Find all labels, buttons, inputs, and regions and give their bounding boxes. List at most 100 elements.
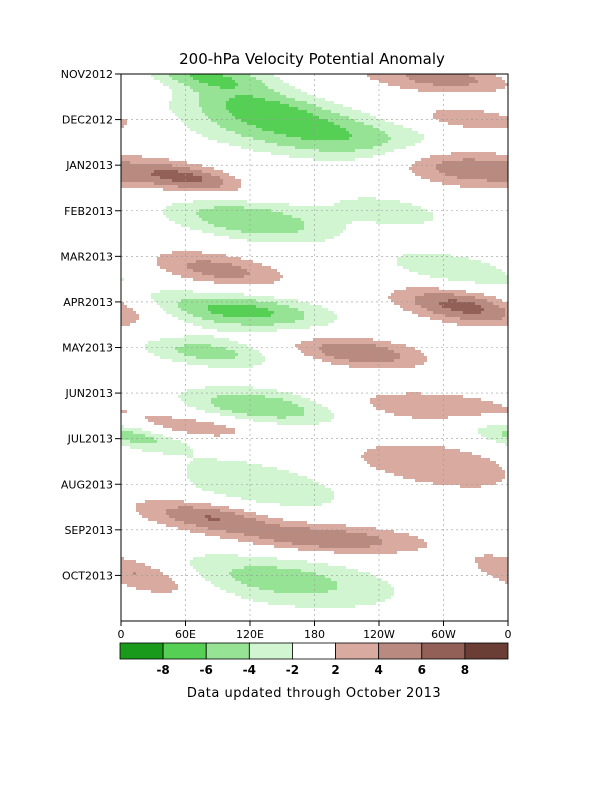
field-cell bbox=[334, 356, 400, 359]
field-cell bbox=[403, 308, 427, 311]
field-cell bbox=[493, 302, 508, 305]
field-cell bbox=[160, 290, 193, 293]
field-cell bbox=[166, 524, 196, 527]
field-cell bbox=[274, 323, 328, 326]
field-cell bbox=[415, 302, 439, 305]
field-cell bbox=[214, 206, 244, 209]
field-cell bbox=[220, 185, 241, 188]
field-cell bbox=[208, 83, 238, 86]
field-cell bbox=[286, 95, 316, 98]
field-cell bbox=[214, 584, 247, 587]
field-cell bbox=[379, 80, 415, 83]
colorbar-swatch bbox=[292, 642, 336, 660]
field-cell bbox=[421, 305, 442, 308]
field-cell bbox=[202, 272, 250, 275]
field-cell bbox=[307, 101, 334, 104]
field-cell bbox=[442, 182, 508, 185]
field-cell bbox=[331, 362, 424, 365]
field-cell bbox=[226, 104, 289, 107]
field-cell bbox=[256, 500, 331, 503]
field-cell bbox=[220, 587, 259, 590]
field-cell bbox=[322, 350, 394, 353]
field-cell bbox=[391, 137, 424, 140]
field-cell bbox=[235, 80, 262, 83]
field-cell bbox=[265, 140, 388, 143]
field-cell bbox=[121, 122, 127, 125]
field-cell bbox=[433, 482, 496, 485]
field-cell bbox=[151, 590, 172, 593]
field-cell bbox=[145, 344, 184, 347]
field-cell bbox=[295, 605, 355, 608]
field-cell bbox=[178, 170, 202, 173]
field-cell bbox=[442, 161, 508, 164]
field-cell bbox=[370, 401, 493, 404]
field-cell bbox=[142, 449, 193, 452]
field-cell bbox=[247, 413, 304, 416]
field-cell bbox=[172, 251, 202, 254]
field-cell bbox=[463, 158, 475, 161]
field-cell bbox=[160, 80, 178, 83]
field-cell bbox=[172, 77, 193, 80]
field-cell bbox=[502, 434, 508, 437]
colorbar-swatch bbox=[378, 642, 423, 660]
field-cell bbox=[241, 119, 328, 122]
field-cell bbox=[235, 512, 256, 515]
field-cell bbox=[388, 83, 433, 86]
field-cell bbox=[187, 464, 262, 467]
field-cell bbox=[292, 215, 433, 218]
field-cell bbox=[295, 320, 334, 323]
field-cell bbox=[304, 311, 334, 314]
field-cell bbox=[442, 320, 508, 323]
field-cell bbox=[349, 137, 391, 140]
field-cell bbox=[379, 536, 418, 539]
field-cell bbox=[313, 338, 373, 341]
field-cell bbox=[397, 260, 481, 263]
field-cell bbox=[277, 566, 346, 569]
field-cell bbox=[187, 431, 235, 434]
field-cell bbox=[220, 176, 235, 179]
field-cell bbox=[334, 122, 364, 125]
field-cell bbox=[253, 95, 286, 98]
field-cell bbox=[448, 299, 457, 302]
field-cell bbox=[460, 185, 508, 188]
field-cell bbox=[256, 305, 289, 308]
field-cell bbox=[430, 155, 508, 158]
field-cell bbox=[172, 428, 235, 431]
field-cell bbox=[208, 116, 235, 119]
field-cell bbox=[478, 566, 508, 569]
field-cell bbox=[121, 317, 139, 320]
field-cell bbox=[163, 425, 226, 428]
field-cell bbox=[172, 95, 199, 98]
field-cell bbox=[280, 524, 346, 527]
field-cell bbox=[415, 479, 502, 482]
field-cell bbox=[241, 323, 274, 326]
field-cell bbox=[196, 131, 235, 134]
field-cell bbox=[487, 425, 508, 428]
field-cell bbox=[181, 299, 256, 302]
field-cell bbox=[454, 293, 484, 296]
field-cell bbox=[364, 122, 394, 125]
field-cell bbox=[178, 527, 208, 530]
field-cell bbox=[400, 356, 427, 359]
field-cell bbox=[331, 578, 382, 581]
field-cell bbox=[202, 575, 232, 578]
field-cell bbox=[193, 482, 319, 485]
field-cell bbox=[481, 305, 499, 308]
field-cell bbox=[214, 233, 340, 236]
field-cell bbox=[334, 203, 412, 206]
field-cell bbox=[220, 536, 259, 539]
field-cell bbox=[202, 218, 301, 221]
field-cell bbox=[298, 548, 418, 551]
field-cell bbox=[349, 131, 385, 134]
field-cell bbox=[151, 173, 193, 176]
field-cell bbox=[214, 224, 304, 227]
field-cell bbox=[352, 134, 388, 137]
field-cell bbox=[295, 98, 325, 101]
field-cell bbox=[253, 149, 319, 152]
field-cell bbox=[121, 305, 127, 308]
field-cell bbox=[241, 230, 298, 233]
field-cell bbox=[196, 407, 220, 410]
field-cell bbox=[220, 509, 244, 512]
grid-lines bbox=[121, 74, 508, 621]
colorbar-tick-label: 2 bbox=[331, 663, 339, 677]
